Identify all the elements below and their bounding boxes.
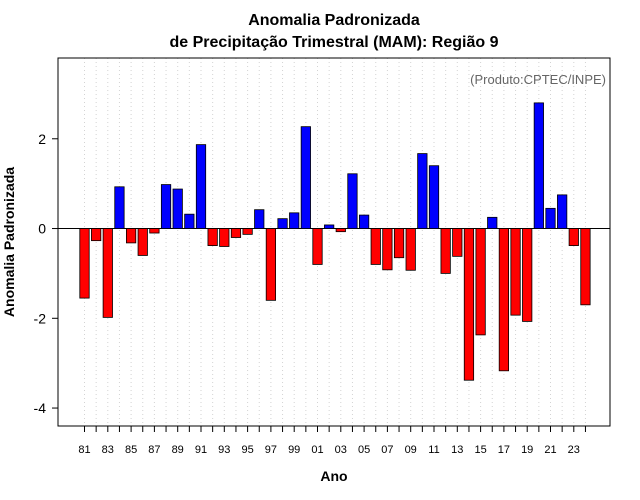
x-tick-label: 91: [195, 444, 207, 456]
x-tick-label: 21: [544, 444, 556, 456]
bar-81: [79, 228, 90, 299]
bar-09: [405, 228, 416, 271]
x-tick-label: 23: [568, 444, 580, 456]
bar-02: [324, 224, 335, 229]
bar-90: [184, 213, 195, 229]
chart-title-line1: Anomalia Padronizada: [248, 12, 420, 29]
x-tick-label: 15: [474, 444, 486, 456]
x-tick-label: 05: [358, 444, 370, 456]
bar-95: [242, 228, 253, 235]
x-tick-label: 89: [172, 444, 184, 456]
bar-12: [440, 228, 451, 274]
bar-08: [393, 228, 405, 259]
grid: [84, 58, 586, 426]
bar-16: [487, 216, 498, 229]
y-tick-label: 0: [38, 221, 46, 237]
bar-03: [335, 228, 346, 233]
x-tick-label: 99: [288, 444, 300, 456]
bar-10: [417, 153, 428, 229]
x-tick-label: 97: [265, 444, 277, 456]
bar-24: [580, 228, 591, 306]
bar-17: [498, 228, 510, 372]
bar-14: [463, 228, 475, 381]
bar-23: [568, 228, 579, 246]
bar-01: [312, 228, 323, 265]
plot-frame: [57, 57, 611, 427]
x-tick-label: 13: [451, 444, 463, 456]
bar-98: [277, 218, 288, 229]
x-tick-label: 19: [521, 444, 533, 456]
bars: [79, 102, 591, 381]
bar-87: [149, 228, 160, 234]
y-tick-label: 2: [38, 131, 46, 147]
bar-97: [265, 228, 277, 301]
bar-18: [510, 228, 521, 316]
bar-83: [102, 228, 113, 318]
bar-13: [452, 228, 463, 257]
bar-11: [428, 165, 440, 229]
bar-89: [172, 188, 183, 229]
bar-85: [126, 228, 137, 244]
y-tick-label: -2: [34, 310, 47, 326]
bar-21: [545, 207, 556, 229]
x-axis-title: Ano: [320, 468, 347, 484]
bar-92: [207, 228, 218, 246]
bar-96: [254, 209, 265, 229]
bar-04: [347, 173, 358, 229]
x-tick-label: 07: [381, 444, 393, 456]
bar-22: [557, 194, 568, 229]
bar-94: [230, 228, 242, 238]
bar-20: [533, 102, 544, 229]
y-axis-title: Anomalia Padronizada: [1, 167, 17, 317]
bar-07: [382, 228, 393, 271]
x-tick-label: 03: [335, 444, 347, 456]
bar-86: [137, 228, 148, 256]
x-tick-label: 83: [102, 444, 114, 456]
bar-84: [114, 186, 125, 229]
bar-99: [289, 212, 300, 229]
y-axis: -4 -2 0 2: [34, 131, 58, 416]
x-tick-label: 01: [311, 444, 323, 456]
bar-93: [219, 228, 230, 247]
bar-05: [358, 214, 370, 229]
x-tick-label: 09: [405, 444, 417, 456]
chart-title-line2: de Precipitação Trimestral (MAM): Região…: [170, 34, 499, 51]
bar-82: [91, 228, 102, 242]
x-tick-label: 93: [218, 444, 230, 456]
bar-91: [195, 144, 207, 229]
x-tick-label: 81: [78, 444, 90, 456]
bar-88: [160, 184, 172, 229]
x-axis: 81 83 85 87 89 91 93 95 97 99 01 03 05 07 09 11 13 15 17 19…: [78, 426, 586, 456]
y-tick-label: -4: [34, 400, 47, 416]
x-tick-label: 85: [125, 444, 137, 456]
bar-19: [522, 228, 533, 322]
x-tick-label: 11: [428, 444, 439, 456]
bar-06: [370, 228, 381, 265]
bar-00: [300, 126, 311, 229]
x-tick-label: 87: [148, 444, 160, 456]
x-tick-label: 17: [498, 444, 510, 456]
bar-15: [475, 228, 486, 336]
credit-label: (Produto:CPTEC/INPE): [470, 72, 606, 87]
x-tick-label: 95: [241, 444, 253, 456]
